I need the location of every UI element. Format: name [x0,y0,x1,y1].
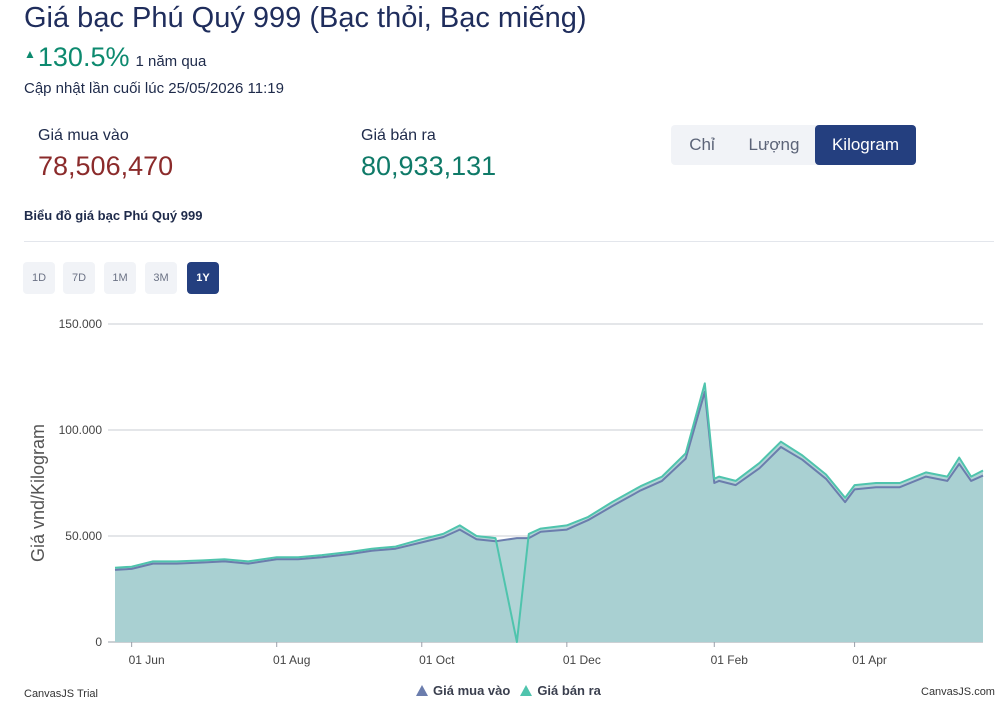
unit-selector: Chỉ Lượng Kilogram [671,125,916,165]
x-tick-label: 01 Feb [711,653,749,667]
y-axis-title: Giá vnd/Kilogram [28,424,48,562]
range-1y-button[interactable]: 1Y [187,262,219,294]
price-chart: 0 50.000 100.000 150.000 01 Jun 01 Aug 01 Oct 0… [28,317,984,667]
triangle-icon [416,685,428,696]
unit-chi-button[interactable]: Chỉ [689,135,715,154]
canvasjs-brand-label: CanvasJS.com [921,686,995,698]
range-3m-button[interactable]: 3M [145,262,177,294]
divider [24,241,994,242]
legend-label-sell: Giá bán ra [537,683,601,698]
series-line-sell [114,382,984,643]
x-tick-label: 01 Oct [419,653,455,667]
y-tick-label: 100.000 [59,423,103,437]
legend-item-buy[interactable]: Giá mua vào [416,683,510,698]
x-tick-label: 01 Jun [129,653,165,667]
page-title: Giá bạc Phú Quý 999 (Bạc thỏi, Bạc miếng… [24,2,587,34]
y-tick-label: 0 [95,635,102,649]
change-period: 1 năm qua [135,53,207,70]
legend-item-sell[interactable]: Giá bán ra [520,683,601,698]
x-tick-label: 01 Apr [852,653,887,667]
last-updated: Cập nhật lần cuối lúc 25/05/2026 11:19 [24,80,284,97]
sell-price-label: Giá bán ra [361,127,436,144]
chart-section-title: Biểu đồ giá bạc Phú Quý 999 [24,208,203,223]
range-1m-button[interactable]: 1M [104,262,136,294]
sell-price-value: 80,933,131 [361,151,497,181]
y-tick-label: 50.000 [65,529,102,543]
series-line-buy [114,390,984,571]
buy-price-value: 78,506,470 [38,151,174,181]
canvasjs-trial-label: CanvasJS Trial [24,688,98,700]
change-row: ▲ 130.5% 1 năm qua [24,42,206,73]
chart-legend: Giá mua vào Giá bán ra [416,683,611,698]
legend-label-buy: Giá mua vào [433,683,511,698]
change-percent: 130.5% [37,42,130,72]
series-area-buy [115,391,983,642]
x-tick-label: 01 Aug [273,653,310,667]
unit-kilogram-button[interactable]: Kilogram [815,125,916,165]
buy-price-block: Giá mua vào 78,506,470 [38,127,173,182]
range-7d-button[interactable]: 7D [63,262,95,294]
triangle-icon [520,685,533,696]
triangle-up-icon: ▲ [24,47,36,61]
x-tick-label: 01 Dec [563,653,601,667]
y-tick-label: 150.000 [59,317,103,331]
buy-price-label: Giá mua vào [38,127,129,144]
range-1d-button[interactable]: 1D [23,262,55,294]
unit-luong-button[interactable]: Lượng [748,135,800,154]
sell-price-block: Giá bán ra 80,933,131 [361,127,496,182]
